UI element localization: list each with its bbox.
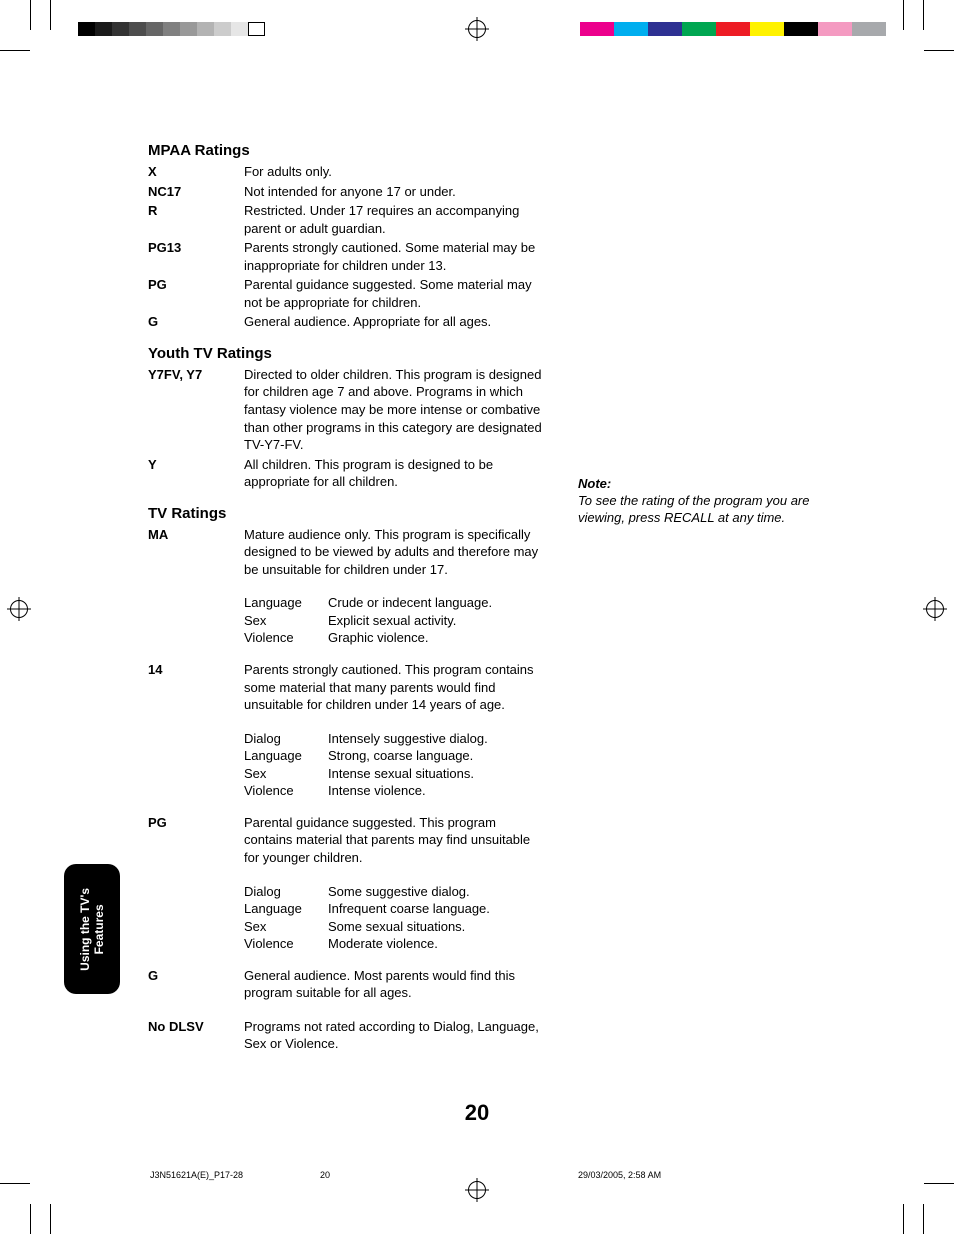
rating-desc: Not intended for anyone 17 or under. — [244, 183, 544, 201]
color-bar-colors — [580, 22, 886, 36]
rating-row: 14Parents strongly cautioned. This progr… — [148, 661, 828, 714]
rating-row: GGeneral audience. Appropriate for all a… — [148, 313, 828, 331]
rating-sub-desc: Intense sexual situations. — [328, 765, 544, 783]
registration-mark-bottom — [468, 1181, 486, 1199]
rating-label: Y7FV, Y7 — [148, 366, 244, 384]
note-heading: Note: — [578, 476, 818, 491]
rating-sub-row: LanguageInfrequent coarse language. — [244, 900, 828, 918]
rating-label: Y — [148, 456, 244, 474]
registration-mark-right — [926, 600, 944, 618]
rating-sub-desc: Intense violence. — [328, 782, 544, 800]
rating-sub-label: Dialog — [244, 730, 328, 748]
rating-sub-desc: Strong, coarse language. — [328, 747, 544, 765]
rating-sub-label: Violence — [244, 935, 328, 953]
rating-label: No DLSV — [148, 1018, 244, 1036]
rating-sub-label: Sex — [244, 765, 328, 783]
rating-desc: All children. This program is designed t… — [244, 456, 544, 491]
rating-sub-row: SexExplicit sexual activity. — [244, 612, 828, 630]
rating-sub-label: Language — [244, 594, 328, 612]
rating-desc: General audience. Appropriate for all ag… — [244, 313, 544, 331]
rating-row: PGParental guidance suggested. Some mate… — [148, 276, 828, 311]
rating-desc: Directed to older children. This program… — [244, 366, 544, 454]
page-number: 20 — [0, 1100, 954, 1126]
rating-sub-desc: Moderate violence. — [328, 935, 544, 953]
mpaa-heading: MPAA Ratings — [148, 142, 828, 159]
registration-mark-top — [468, 20, 486, 38]
registration-mark-left — [10, 600, 28, 618]
rating-sub-row: DialogSome suggestive dialog. — [244, 883, 828, 901]
rating-sub-row: DialogIntensely suggestive dialog. — [244, 730, 828, 748]
color-bar-grayscale — [78, 22, 265, 36]
rating-label: X — [148, 163, 244, 181]
rating-sub-row: ViolenceGraphic violence. — [244, 629, 828, 647]
rating-row: XFor adults only. — [148, 163, 828, 181]
rating-sub-row: SexIntense sexual situations. — [244, 765, 828, 783]
rating-row: No DLSVPrograms not rated according to D… — [148, 1018, 828, 1053]
side-tab-text: Using the TV'sFeatures — [78, 888, 107, 971]
rating-row: NC17Not intended for anyone 17 or under. — [148, 183, 828, 201]
rating-row: PGParental guidance suggested. This prog… — [148, 814, 828, 867]
rating-desc: Parents strongly cautioned. This program… — [244, 661, 544, 714]
rating-sub-desc: Some suggestive dialog. — [328, 883, 544, 901]
rating-sub-desc: Infrequent coarse language. — [328, 900, 544, 918]
rating-row: RRestricted. Under 17 requires an accomp… — [148, 202, 828, 237]
rating-desc: Parental guidance suggested. Some materi… — [244, 276, 544, 311]
rating-sub-row: LanguageCrude or indecent language. — [244, 594, 828, 612]
rating-sub-row: SexSome sexual situations. — [244, 918, 828, 936]
rating-sub-label: Sex — [244, 612, 328, 630]
rating-label: PG — [148, 814, 244, 832]
rating-sub-row: ViolenceIntense violence. — [244, 782, 828, 800]
rating-label: G — [148, 313, 244, 331]
rating-label: R — [148, 202, 244, 220]
rating-sub-label: Violence — [244, 782, 328, 800]
rating-desc: Programs not rated according to Dialog, … — [244, 1018, 544, 1053]
page-content: MPAA Ratings XFor adults only.NC17Not in… — [148, 128, 828, 1055]
rating-desc: General audience. Most parents would fin… — [244, 967, 544, 1002]
note-text: To see the rating of the program you are… — [578, 493, 818, 527]
side-tab: Using the TV'sFeatures — [64, 864, 120, 994]
rating-row: MAMature audience only. This program is … — [148, 526, 828, 579]
rating-sub-desc: Graphic violence. — [328, 629, 544, 647]
rating-label: MA — [148, 526, 244, 544]
rating-row: PG13Parents strongly cautioned. Some mat… — [148, 239, 828, 274]
rating-desc: Mature audience only. This program is sp… — [244, 526, 544, 579]
rating-sub-desc: Some sexual situations. — [328, 918, 544, 936]
rating-sub-desc: Explicit sexual activity. — [328, 612, 544, 630]
rating-label: PG13 — [148, 239, 244, 257]
rating-desc: For adults only. — [244, 163, 544, 181]
rating-desc: Parental guidance suggested. This progra… — [244, 814, 544, 867]
footer-date: 29/03/2005, 2:58 AM — [578, 1170, 661, 1180]
rating-label: PG — [148, 276, 244, 294]
rating-row: Y7FV, Y7Directed to older children. This… — [148, 366, 828, 454]
rating-desc: Parents strongly cautioned. Some materia… — [244, 239, 544, 274]
rating-label: 14 — [148, 661, 244, 679]
rating-sub-label: Language — [244, 747, 328, 765]
rating-sub-desc: Crude or indecent language. — [328, 594, 544, 612]
rating-sub-label: Sex — [244, 918, 328, 936]
rating-label: NC17 — [148, 183, 244, 201]
rating-sub-label: Violence — [244, 629, 328, 647]
rating-row: GGeneral audience. Most parents would fi… — [148, 967, 828, 1002]
rating-sub-row: ViolenceModerate violence. — [244, 935, 828, 953]
rating-sub-label: Dialog — [244, 883, 328, 901]
rating-sub-row: LanguageStrong, coarse language. — [244, 747, 828, 765]
youth-heading: Youth TV Ratings — [148, 345, 828, 362]
rating-label: G — [148, 967, 244, 985]
footer-page: 20 — [320, 1170, 330, 1180]
footer-file: J3N51621A(E)_P17-28 — [150, 1170, 243, 1180]
rating-sub-label: Language — [244, 900, 328, 918]
rating-sub-desc: Intensely suggestive dialog. — [328, 730, 544, 748]
note-box: Note: To see the rating of the program y… — [578, 476, 818, 527]
rating-desc: Restricted. Under 17 requires an accompa… — [244, 202, 544, 237]
